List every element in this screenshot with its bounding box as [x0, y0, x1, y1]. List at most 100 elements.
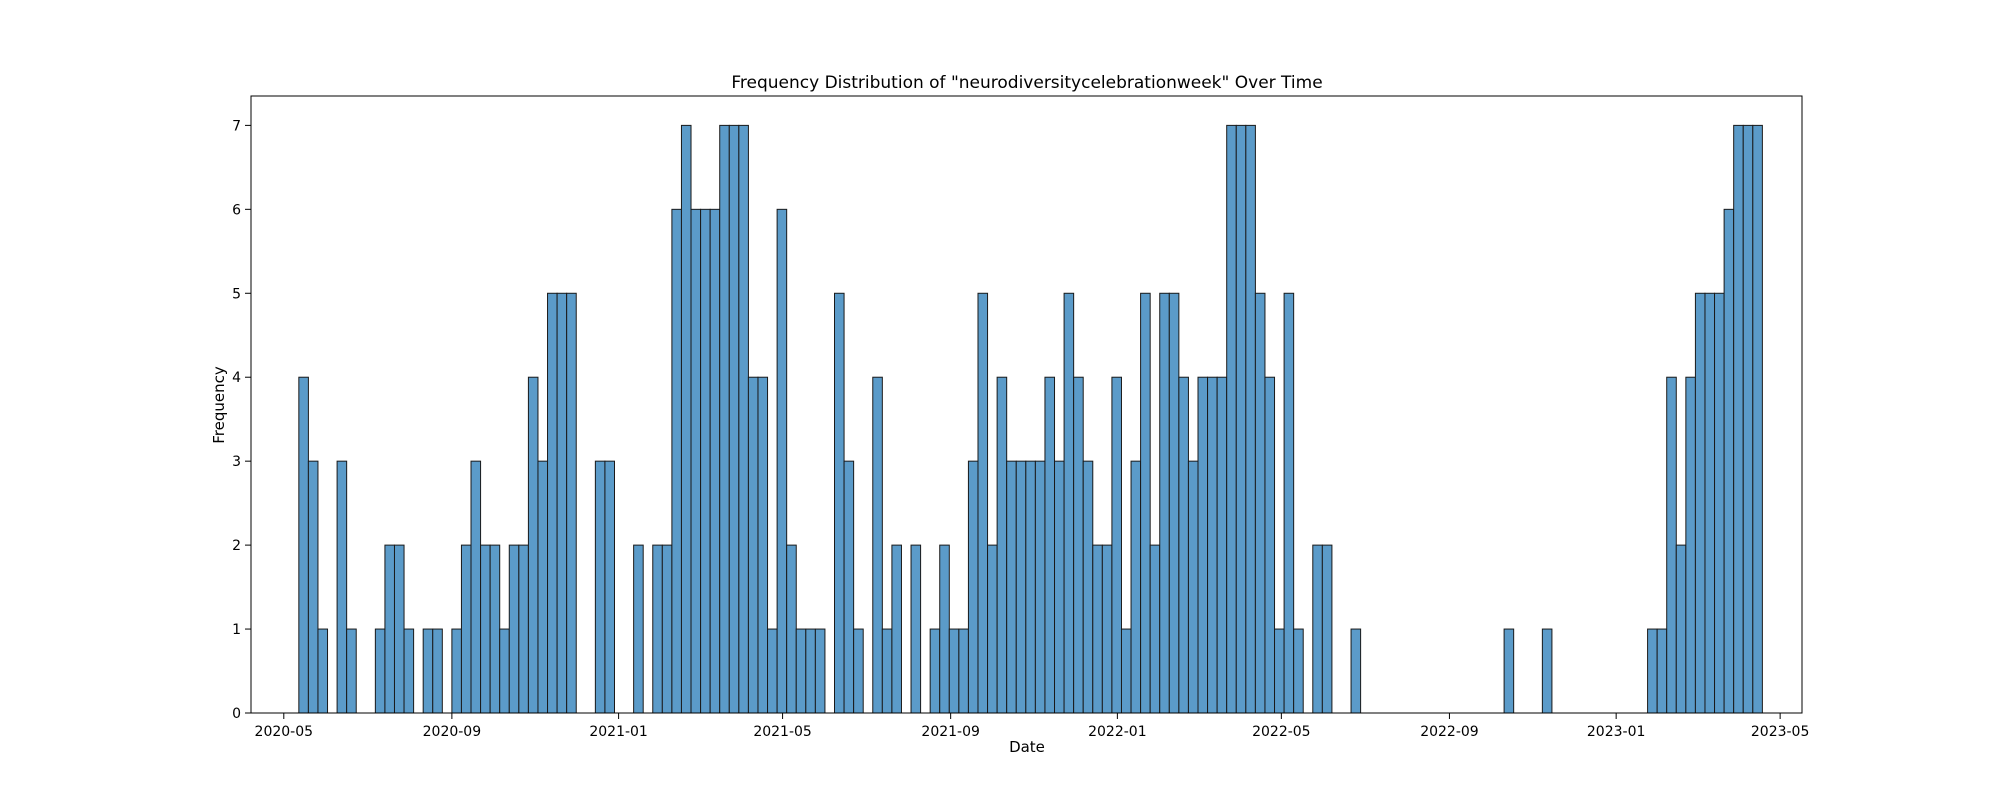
histogram-bar	[1111, 376, 1122, 714]
x-tick-label: 2021-01	[589, 724, 648, 740]
histogram-bar	[1044, 376, 1056, 714]
histogram-bar	[1197, 376, 1209, 714]
histogram-bar	[1216, 376, 1228, 714]
histogram-bar	[910, 544, 922, 714]
histogram-bar	[1714, 292, 1725, 714]
histogram-bar	[384, 544, 395, 714]
histogram-bar	[336, 460, 348, 714]
histogram-bar	[853, 628, 864, 714]
histogram-bar	[307, 460, 319, 714]
histogram-bar	[1006, 460, 1017, 714]
histogram-bar	[728, 124, 740, 714]
x-axis: 2020-05 2020-09 2021-01 2021-05 2021-09 2022-…	[255, 713, 1810, 740]
histogram-bar	[556, 292, 568, 714]
histogram-bar	[1541, 628, 1553, 714]
histogram-bar	[537, 460, 549, 714]
histogram-bar	[1742, 124, 1754, 714]
histogram-bar	[1054, 460, 1065, 714]
histogram-bar	[881, 628, 893, 714]
histogram-bar	[786, 544, 797, 714]
histogram-bar	[393, 544, 405, 714]
x-tick-label: 2021-09	[921, 724, 980, 740]
histogram-bar	[346, 628, 357, 714]
histogram-bar	[700, 208, 711, 714]
histogram-bar	[1274, 628, 1285, 714]
y-tick-label: 5	[232, 286, 241, 302]
histogram-bar	[633, 544, 644, 714]
histogram-bar	[1503, 628, 1515, 714]
histogram-bar	[805, 628, 816, 714]
histogram-bar	[604, 460, 615, 714]
histogram-bar	[518, 544, 529, 714]
histogram-bar	[547, 292, 558, 714]
histogram-bar	[1293, 628, 1304, 714]
histogram-bar	[1733, 124, 1744, 714]
histogram-bar	[738, 124, 749, 714]
histogram-bar	[1647, 628, 1658, 714]
histogram-bar	[834, 292, 845, 714]
x-tick-label: 2022-01	[1088, 724, 1147, 740]
histogram-bar	[1159, 292, 1170, 714]
chart-title: Frequency Distribution of "neurodiversit…	[731, 73, 1322, 93]
histogram-bar	[1082, 460, 1094, 714]
histogram-bar	[1207, 376, 1218, 714]
histogram-bar	[451, 628, 462, 714]
histogram-bar	[403, 628, 415, 714]
y-tick-label: 6	[232, 202, 241, 218]
histogram-bar	[795, 628, 807, 714]
histogram-bar	[1149, 544, 1161, 714]
histogram-bar	[432, 628, 443, 714]
histogram-bar	[527, 376, 539, 714]
histogram-bar	[1178, 376, 1189, 714]
y-tick-label: 1	[232, 622, 241, 638]
y-tick-label: 7	[232, 118, 241, 134]
histogram-bar	[566, 292, 577, 714]
x-tick-label: 2022-09	[1420, 724, 1479, 740]
histogram-bar	[1025, 460, 1036, 714]
histogram-bar	[1656, 628, 1668, 714]
histogram-bar	[1312, 544, 1323, 714]
histogram-bar	[470, 460, 482, 714]
x-tick-label: 2023-01	[1587, 724, 1646, 740]
histogram-bar	[1350, 628, 1362, 714]
histogram-bar	[1140, 292, 1151, 714]
histogram-bar	[374, 628, 386, 714]
histogram-bar	[460, 544, 472, 714]
histogram-bar	[958, 628, 969, 714]
histogram-bar	[891, 544, 902, 714]
x-axis-label: Date	[1009, 738, 1045, 756]
histogram-bar	[709, 208, 721, 714]
histogram-bar	[1168, 292, 1180, 714]
histogram-bar	[690, 208, 702, 714]
bars-group	[298, 124, 1763, 714]
histogram-bar	[719, 124, 730, 714]
histogram-bar	[1752, 124, 1763, 714]
histogram-bar	[1015, 460, 1027, 714]
histogram-bar	[996, 376, 1008, 714]
histogram-bar	[1187, 460, 1199, 714]
y-tick-label: 4	[232, 370, 241, 386]
histogram-bar	[1694, 292, 1706, 714]
histogram-bar	[1101, 544, 1113, 714]
histogram-bar	[948, 628, 960, 714]
y-tick-label: 3	[232, 454, 241, 470]
x-tick-label: 2020-05	[255, 724, 314, 740]
histogram-bar	[747, 376, 759, 714]
histogram-bar	[652, 544, 663, 714]
y-tick-label: 2	[232, 538, 241, 554]
histogram-bar	[1120, 628, 1132, 714]
histogram-bar	[298, 376, 309, 714]
histogram-bar	[939, 544, 950, 714]
histogram-bar	[671, 208, 682, 714]
histogram-bar	[929, 628, 941, 714]
histogram-bar	[1666, 376, 1677, 714]
histogram-bar	[977, 292, 989, 714]
histogram-bar	[814, 628, 826, 714]
y-axis: 0 1 2 3 4 5 6 7	[232, 118, 251, 722]
histogram-bar	[1226, 124, 1237, 714]
histogram-bar	[1063, 292, 1075, 714]
x-tick-label: 2023-05	[1751, 724, 1810, 740]
y-axis-label: Frequency	[210, 366, 228, 444]
histogram-bar	[767, 628, 778, 714]
